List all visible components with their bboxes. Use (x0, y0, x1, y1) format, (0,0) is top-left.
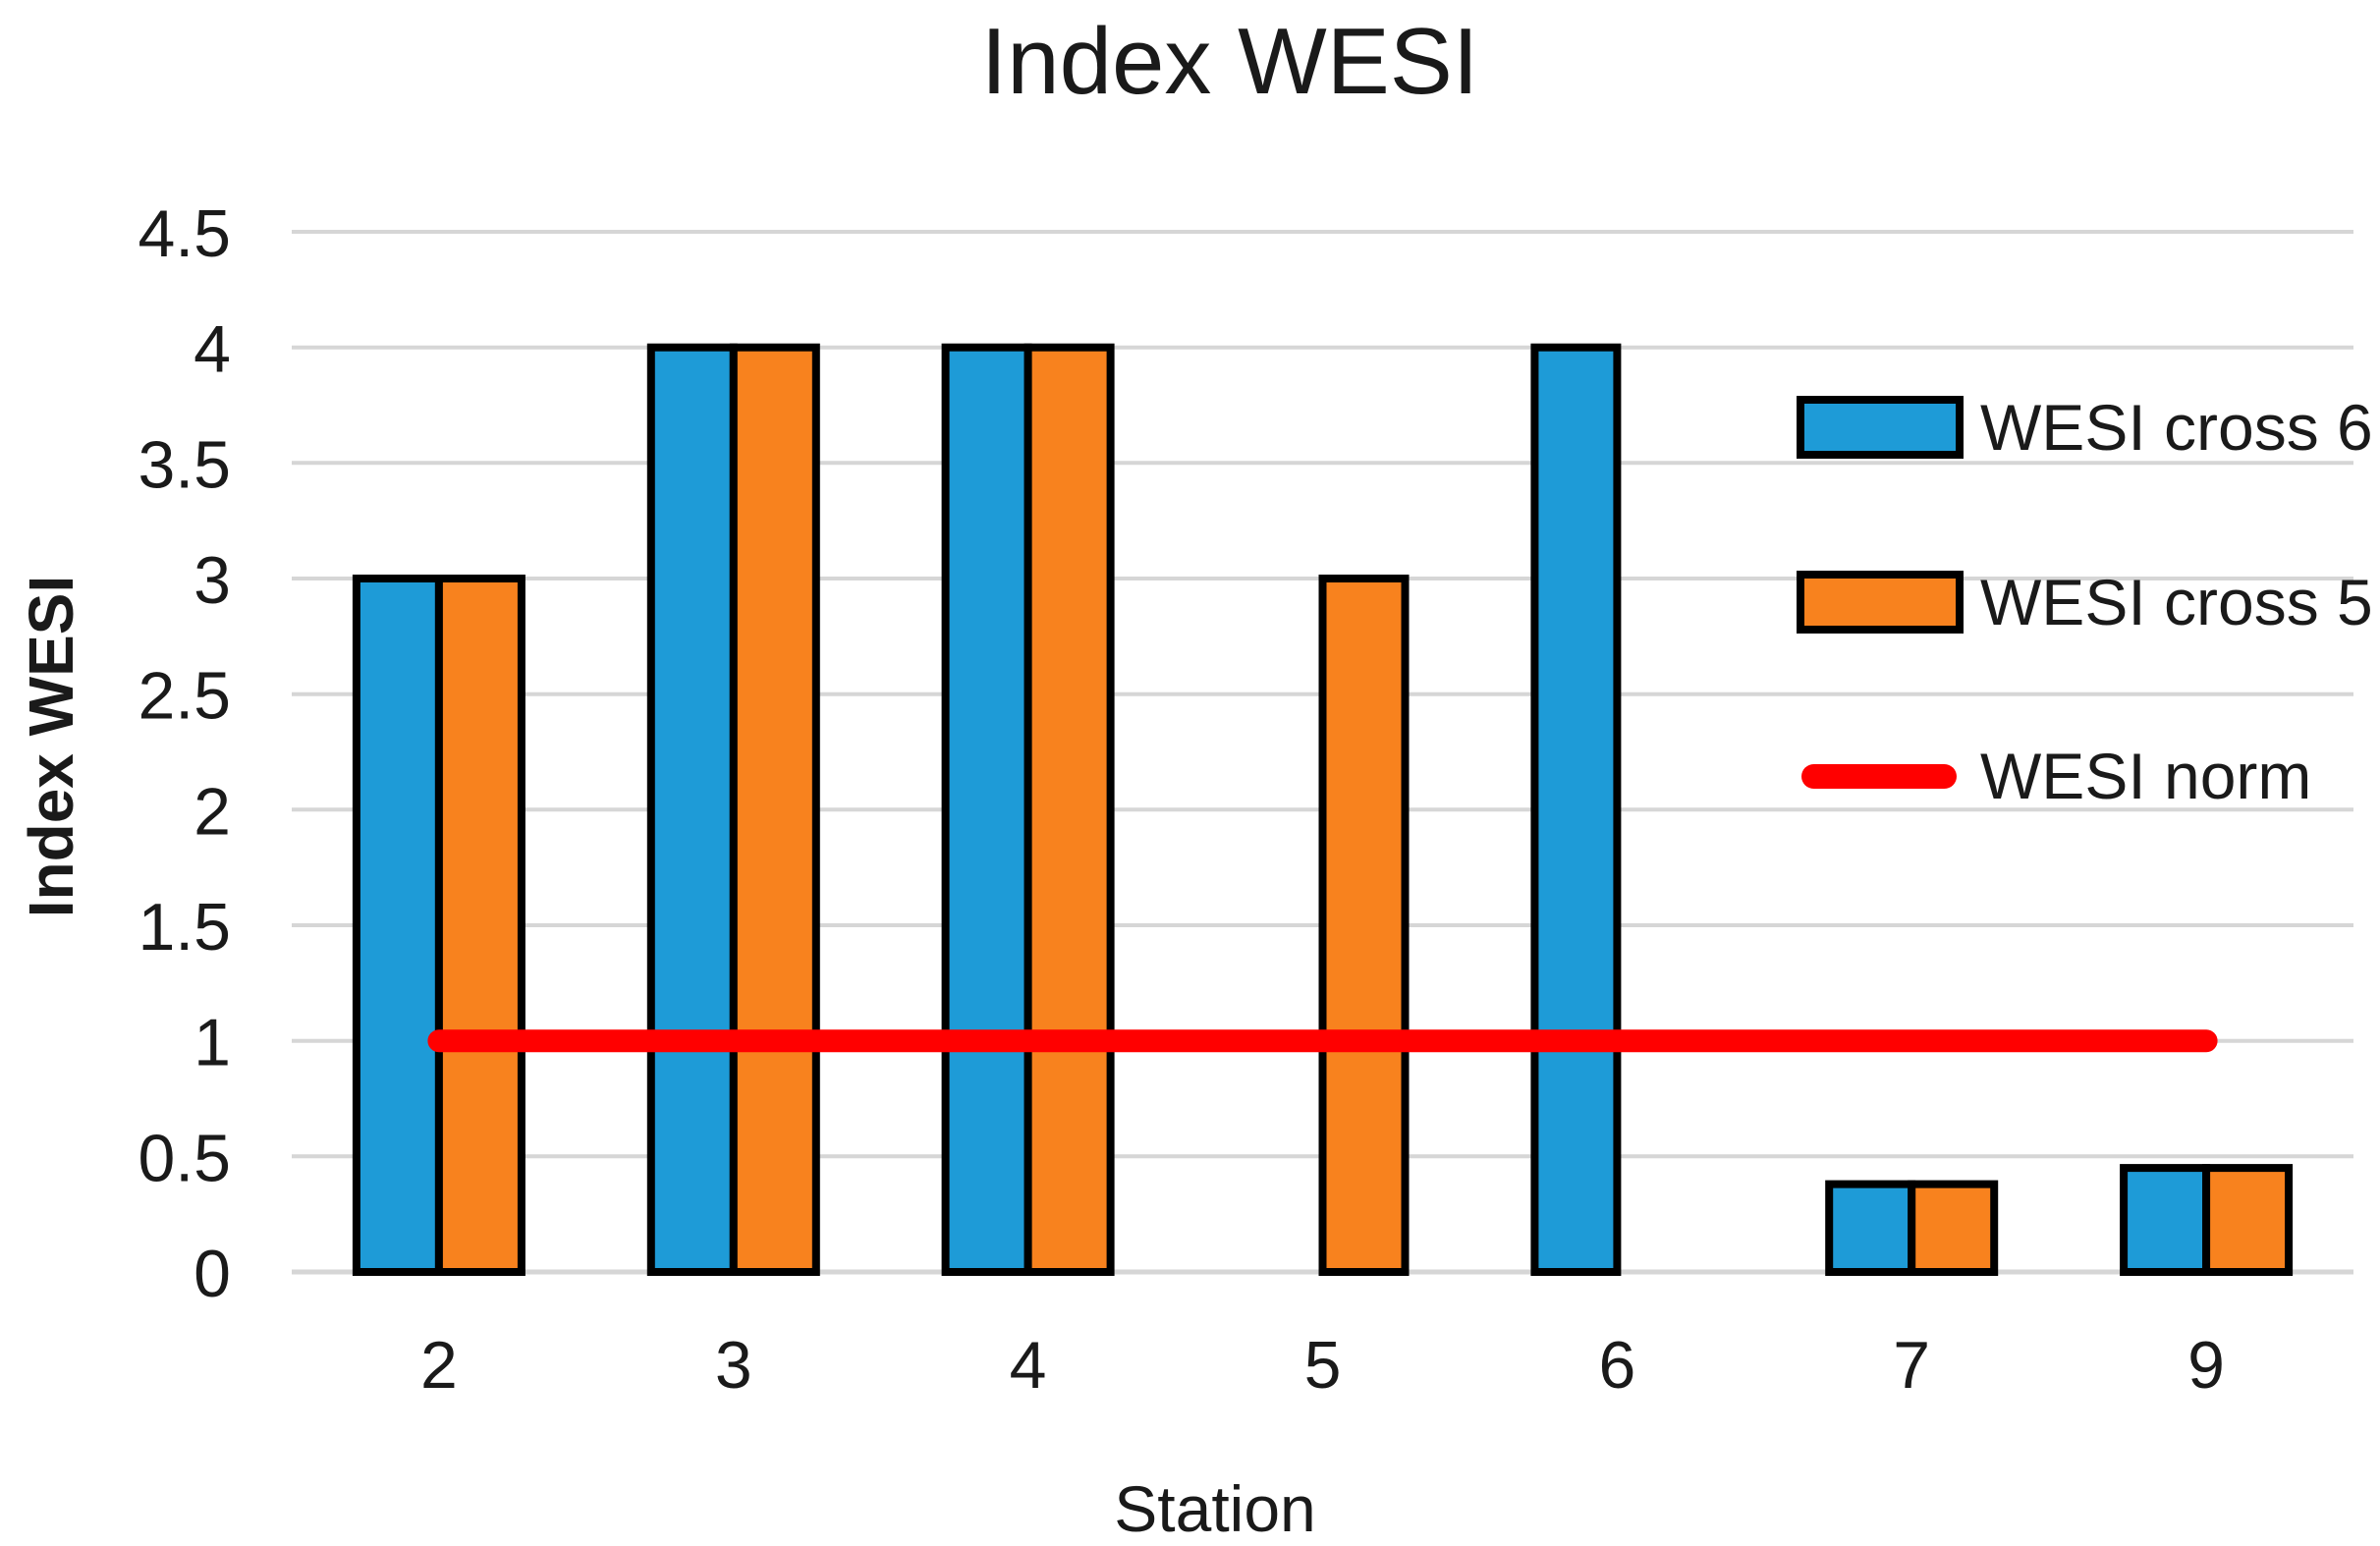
bar-wesi-cross-6-station-2 (352, 575, 443, 1276)
bar-wesi-cross-6-station-7 (1825, 1180, 1916, 1276)
bar-wesi-cross-6-station-9 (2120, 1164, 2211, 1276)
y-tick-label-3.5: 3.5 (138, 427, 231, 502)
bar-wesi-cross-5-station-3 (729, 343, 820, 1276)
bar-wesi-cross-5-station-9 (2202, 1164, 2294, 1276)
x-tick-label-7: 7 (1893, 1328, 1930, 1403)
x-axis-title: Station (1114, 1472, 1316, 1545)
bar-wesi-cross-6-station-4 (941, 343, 1032, 1276)
x-tick-label-5: 5 (1304, 1328, 1342, 1403)
bar-wesi-cross-5-station-4 (1024, 343, 1115, 1276)
x-tick-label-2: 2 (420, 1328, 458, 1403)
y-tick-label-3: 3 (194, 543, 231, 618)
x-tick-label-4: 4 (1010, 1328, 1047, 1403)
x-tick-label-6: 6 (1598, 1328, 1635, 1403)
x-tick-label-3: 3 (715, 1328, 752, 1403)
y-tick-label-0.5: 0.5 (138, 1121, 231, 1195)
bar-wesi-cross-6-station-3 (646, 343, 738, 1276)
y-tick-label-0: 0 (194, 1237, 231, 1311)
y-axis-title: Index WESI (16, 575, 86, 918)
x-tick-label-9: 9 (2187, 1328, 2225, 1403)
bar-wesi-cross-5-station-7 (1908, 1180, 1999, 1276)
y-tick-label-2: 2 (194, 774, 231, 849)
y-tick-label-4.5: 4.5 (138, 196, 231, 271)
y-tick-label-1: 1 (194, 1006, 231, 1080)
y-tick-label-1.5: 1.5 (138, 890, 231, 965)
chart-title: Index WESI (980, 9, 1479, 114)
bar-wesi-cross-6-station-6 (1530, 343, 1622, 1276)
y-tick-label-4: 4 (194, 312, 231, 387)
bar-wesi-cross-5-station-2 (434, 575, 526, 1276)
bar-wesi-cross-5-station-5 (1318, 575, 1410, 1276)
y-tick-label-2.5: 2.5 (138, 659, 231, 734)
